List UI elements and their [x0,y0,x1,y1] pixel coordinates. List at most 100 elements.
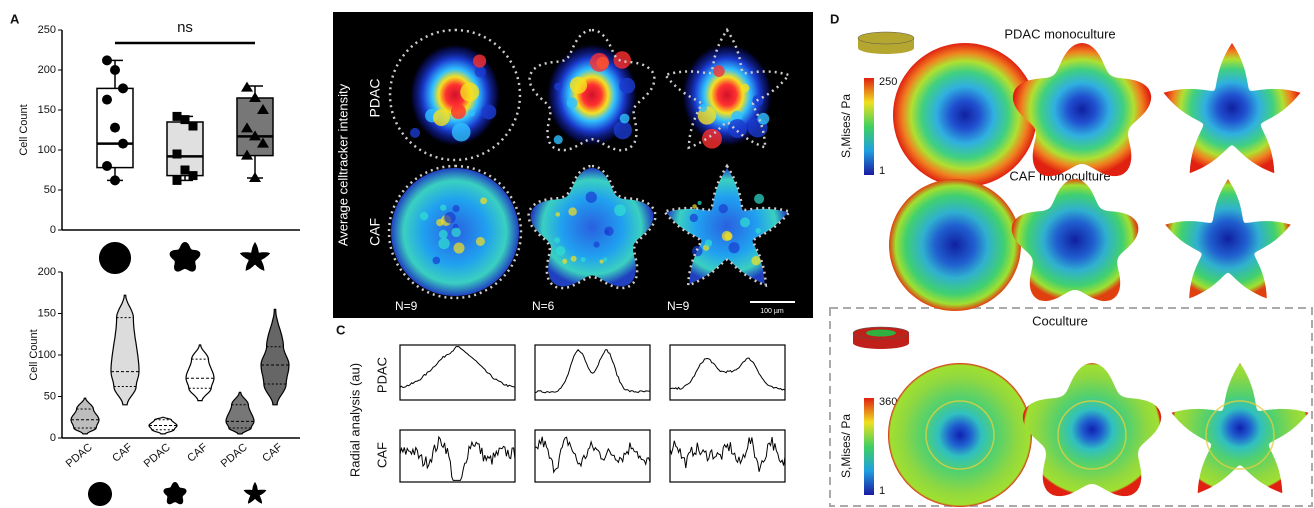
intensity-blob [571,256,577,262]
intensity-blob [614,121,632,139]
data-point [118,139,128,149]
colorbar-max: 250 [879,76,897,88]
intensity-blob [440,204,446,210]
intensity-blob [614,204,626,216]
data-point [110,123,120,133]
data-point [102,161,112,171]
intensity-blob [554,237,560,243]
stress-map [1013,43,1151,176]
intensity-blob [570,77,587,94]
intensity-blob [452,123,471,142]
x-tick-label: CAF [260,441,285,465]
x-tick-label: CAF [185,441,210,465]
intensity-blob [754,194,764,204]
panel-label: C [336,322,346,337]
data-point [102,95,112,105]
row-label: PDAC [367,79,383,118]
intensity-blob [603,257,607,261]
model-disc-top [858,32,914,44]
panel-label: D [830,11,839,26]
intensity-blob [757,113,769,125]
data-point [173,112,182,121]
data-point [110,175,120,185]
intensity-blob [740,217,750,227]
colorbar-label: S,Mises/ Pa [839,94,853,158]
violin [71,398,99,434]
x-tick-label: PDAC [64,441,95,470]
intensity-blob [690,214,698,222]
intensity-blob [755,228,760,233]
shape-icon [88,482,112,506]
intensity-blob [600,259,604,263]
intensity-blob [476,237,485,246]
y-tick-label: 0 [50,224,56,236]
panel-title: PDAC monoculture [1004,26,1115,41]
y-tick-label: 100 [38,144,56,156]
intensity-blob [468,109,475,116]
intensity-blob [562,259,567,264]
intensity-blob [724,232,732,240]
data-point [181,166,190,175]
y-tick-label: 200 [38,64,56,76]
intensity-blob [586,192,597,203]
stress-map [1012,179,1139,301]
violin [186,345,214,401]
y-tick-label: 0 [50,432,56,444]
intensity-blob [452,205,459,212]
y-tick-label: 150 [38,307,56,319]
intensity-blob [751,256,760,265]
profile-frame [400,345,515,400]
shape-icon [170,242,201,272]
radial-profile [400,347,515,388]
colorbar-min: 1 [879,165,885,177]
row-label: CAF [374,442,389,468]
data-point [189,171,198,180]
y-axis-label: Average celltracker intensity [335,83,350,246]
intensity-blob [439,230,448,239]
intensity-blob [719,204,728,213]
intensity-blob [556,246,566,256]
stress-map [888,363,1032,507]
intensity-blob [698,201,702,205]
data-point [118,83,128,93]
intensity-blob [475,66,486,77]
intensity-blob [420,212,428,220]
n-label: N=6 [532,299,555,313]
figure: A 050100150200250Cell Countns05010015020… [0,0,1314,508]
intensity-blob [692,204,697,209]
data-point [181,115,190,124]
intensity-blob [555,212,560,217]
panel-label: B [338,11,347,26]
data-point [173,150,182,159]
colorbar-label: S,Mises/ Pa [839,414,853,478]
radial-profile [670,437,785,472]
intensity-blob [581,257,586,262]
x-tick-label: PDAC [142,441,173,470]
intensity-blob [554,83,562,91]
x-tick-label: CAF [110,441,135,465]
stress-map [1023,363,1161,496]
x-tick-label: PDAC [219,441,250,470]
violin [111,295,139,405]
intensity-blob [432,257,440,265]
profile-frame [670,345,785,400]
radial-profile [400,437,515,480]
stress-map [893,43,1037,187]
data-point [189,122,198,131]
row-label: PDAC [374,357,389,393]
intensity-blob [590,53,609,72]
intensity-blob [438,238,449,249]
data-point [102,55,112,65]
stress-map [1172,363,1309,493]
colorbar [864,398,874,495]
intensity-blob [619,78,635,94]
intensity-blob [460,83,479,102]
data-point [173,176,182,185]
colorbar-min: 1 [879,485,885,497]
data-point [110,65,120,75]
intensity-blob [436,219,443,226]
stress-map [1165,179,1291,298]
data-point [249,92,261,102]
y-tick-label: 250 [38,24,56,36]
intensity-blob [473,54,486,67]
